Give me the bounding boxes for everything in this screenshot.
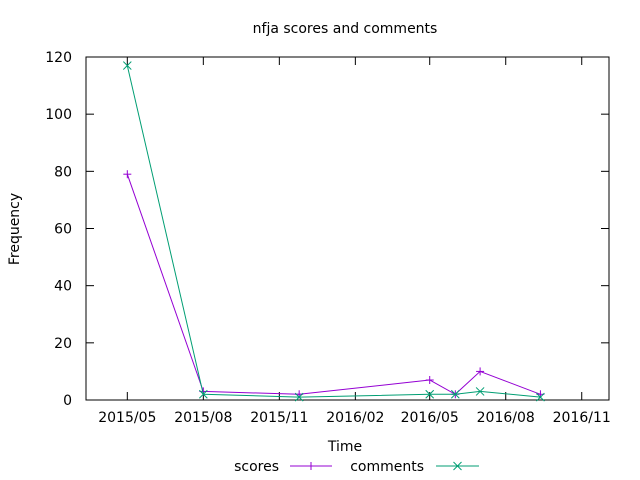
x-tick-label: 2016/11 <box>553 410 611 426</box>
x-tick-label: 2016/05 <box>401 410 459 426</box>
legend-label-scores: scores <box>234 459 279 475</box>
legend-marker-comments <box>453 461 462 471</box>
y-tick-label: 20 <box>54 336 72 352</box>
x-axis: 2015/05 2015/08 2015/11 2016/02 2016/05 2016/… <box>98 57 611 426</box>
y-axis: 0 20 40 60 80 100 120 <box>45 50 609 409</box>
x-tick-label: 2016/08 <box>477 410 535 426</box>
data-point-comments <box>122 61 132 70</box>
series-line-scores <box>126 174 541 395</box>
y-tick-label: 60 <box>54 222 72 238</box>
data-point-comments <box>536 392 545 402</box>
y-tick-label: 80 <box>54 164 72 180</box>
y-tick-label: 120 <box>45 50 72 66</box>
data-point-comments <box>475 387 485 396</box>
y-axis-label: Frequency <box>7 193 23 265</box>
legend: scores comments <box>234 459 479 475</box>
legend-label-comments: comments <box>350 459 424 475</box>
data-point-comments <box>450 389 460 399</box>
x-tick-label: 2015/08 <box>174 410 232 426</box>
series-layer <box>122 61 545 402</box>
y-tick-label: 100 <box>45 107 72 123</box>
y-tick-label: 40 <box>54 279 72 295</box>
series-scores <box>123 170 545 399</box>
chart-title: nfja scores and comments <box>253 21 438 37</box>
data-point-comments <box>198 389 208 399</box>
x-axis-label: Time <box>327 439 362 455</box>
data-point-comments <box>294 392 304 402</box>
plot-frame <box>85 56 610 401</box>
data-point-comments <box>425 389 435 399</box>
x-tick-label: 2015/11 <box>250 410 308 426</box>
series-line-comments <box>126 65 541 398</box>
x-tick-label: 2016/02 <box>326 410 384 426</box>
x-tick-label: 2015/05 <box>98 410 156 426</box>
series-comments <box>122 61 545 402</box>
y-tick-label: 0 <box>63 393 72 409</box>
